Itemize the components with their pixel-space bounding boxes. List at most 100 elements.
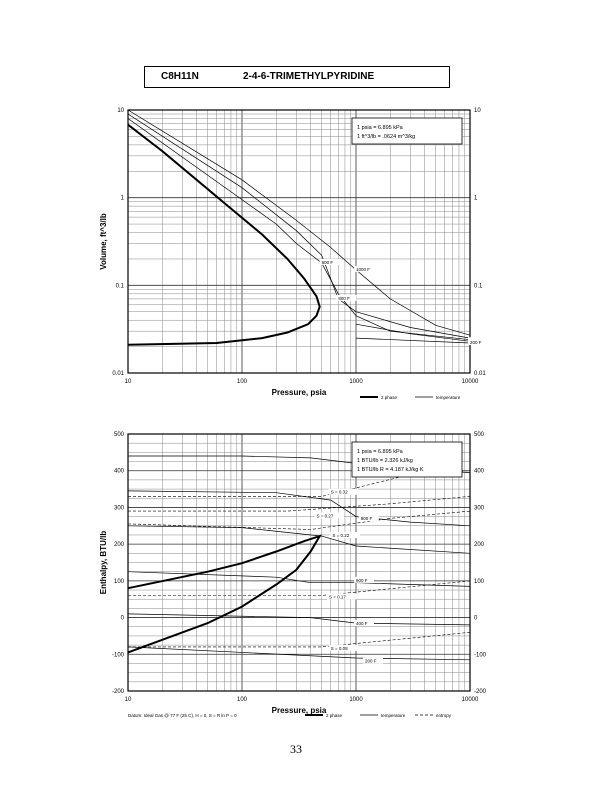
y-tick-label-right: 400: [474, 469, 485, 475]
line-label: S = 0.27: [316, 514, 333, 519]
title-box: C8H11N 2-4-6-TRIMETHYLPYRIDINE: [144, 66, 450, 88]
y-axis-title: Volume, ft^3/lb: [99, 213, 108, 270]
line-label-bg: [328, 644, 359, 651]
entropy-line: [127, 510, 471, 530]
line-label-bg: [336, 294, 357, 301]
conversion-text: 1 psia = 6.895 kPa: [357, 449, 404, 455]
isotherm-line: [127, 525, 471, 554]
y-tick-label-left: 400: [114, 469, 125, 475]
legend-label: 2 phase: [381, 395, 398, 400]
line-label-bg: [327, 593, 357, 600]
conversion-text: 1 BTU/lb = 2.326 kJ/kg: [357, 458, 413, 464]
line-label: 400 F: [356, 621, 368, 626]
isotherm-line: [127, 571, 471, 587]
line-label: 1000 F: [356, 267, 370, 272]
isotherm-line: [127, 118, 471, 341]
y-tick-label-left: 1: [121, 196, 125, 202]
plot-frame: [127, 433, 471, 692]
line-label: S = 0.22: [332, 533, 349, 538]
x-tick-label: 100: [237, 379, 248, 385]
x-tick-label: 10: [125, 379, 132, 385]
legend-label: entropy: [436, 713, 452, 718]
line-label-bg: [354, 576, 374, 583]
line-label-bg: [328, 488, 359, 495]
conversion-text: 1 BTU/lb R = 4.187 kJ/kg K: [357, 467, 424, 473]
y-tick-label-left: 10: [117, 108, 124, 114]
x-tick-label: 10000: [462, 697, 479, 703]
y-tick-label-right: 10: [474, 108, 481, 114]
entropy-line: [128, 470, 471, 497]
isotherm-line: [355, 323, 471, 342]
y-tick-label-right: 1: [474, 196, 478, 202]
line-label: S = 0.17: [329, 594, 346, 599]
line-label: S = 0.32: [331, 490, 348, 495]
y-tick-label-right: -200: [474, 689, 487, 695]
enthalpy-chart: 10 100 1000 10000 -200 -200 -100 -100 0 0 100 100 20…: [99, 432, 487, 718]
y-axis-title: Enthalpy, BTU/lb: [99, 531, 108, 595]
legend-label: 2 phase: [326, 713, 343, 718]
y-tick-label-right: 0: [474, 616, 478, 622]
line-label-bg: [354, 265, 378, 272]
y-tick-label-right: -100: [474, 652, 487, 658]
conversion-text: 1 psia = 6.895 kPa: [357, 125, 404, 131]
line-label: 600 F: [322, 260, 334, 265]
x-tick-label: 1000: [349, 379, 363, 385]
isotherm-line: [355, 337, 471, 344]
y-tick-label-left: 0.1: [116, 283, 125, 289]
y-tick-label-right: 500: [474, 432, 485, 438]
x-tick-label: 100: [237, 697, 248, 703]
y-tick-label-left: 200: [114, 542, 125, 548]
compound-name: 2-4-6-TRIMETHYLPYRIDINE: [243, 71, 375, 82]
y-tick-label-right: 300: [474, 505, 485, 511]
grid: [127, 110, 470, 374]
volume-chart: 10 100 1000 10000 0.01 0.01 0.1 0.1 1 1 10 10 Pressu…: [99, 108, 488, 400]
line-label: S = 0.08: [331, 646, 348, 651]
datum-note: Datum: Ideal Gas @ 77 F (25 C), H = 0, S…: [128, 713, 237, 718]
y-tick-label-left: -100: [112, 652, 125, 658]
y-tick-label-right: 0.1: [474, 283, 483, 289]
isotherm-line: [127, 113, 471, 339]
line-label: 600 F: [356, 578, 368, 583]
line-label-bg: [354, 620, 374, 627]
line-label-bg: [358, 515, 379, 522]
y-tick-label-left: -200: [112, 689, 125, 695]
compound-formula: C8H11N: [161, 71, 199, 82]
line-label: 200 F: [470, 340, 482, 345]
two-phase-envelope: [127, 123, 321, 346]
y-tick-label-right: 200: [474, 542, 485, 548]
legend-label: temperature: [381, 713, 406, 718]
legend-label: temperature: [436, 395, 461, 400]
line-label-bg: [314, 512, 345, 519]
line-label-bg: [363, 657, 384, 664]
line-label: 800 F: [338, 296, 350, 301]
y-tick-label-left: 0: [121, 616, 125, 622]
x-tick-label: 10: [125, 697, 132, 703]
y-tick-label-left: 300: [114, 505, 125, 511]
line-label: 200 F: [365, 659, 377, 664]
y-tick-label-right: 100: [474, 579, 485, 585]
conversion-box: [351, 441, 463, 478]
x-tick-label: 1000: [349, 697, 363, 703]
page-number: 33: [290, 742, 302, 756]
conversion-box: [351, 117, 463, 145]
conversion-text: 1 ft^3/lb = .0624 m^3/kg: [357, 134, 415, 140]
two-phase-envelope: [127, 534, 322, 654]
line-label-bg: [319, 258, 340, 265]
isotherm-line: [127, 613, 471, 626]
x-axis-title: Pressure, psia: [272, 706, 327, 715]
x-tick-label: 10000: [462, 379, 479, 385]
isotherm-line: [127, 646, 471, 661]
entropy-line: [128, 580, 471, 596]
y-tick-label-left: 500: [114, 432, 125, 438]
entropy-line: [128, 496, 471, 512]
plot-frame: [127, 109, 471, 374]
line-label-bg: [330, 532, 360, 539]
y-tick-label-left: 100: [114, 579, 125, 585]
line-label: 800 F: [361, 516, 373, 521]
isotherm-line: [127, 490, 471, 527]
line-label-bg: [468, 338, 488, 345]
y-tick-label-left: 0.01: [112, 371, 124, 377]
x-axis-title: Pressure, psia: [272, 388, 327, 397]
isotherm-line: [127, 109, 471, 336]
y-tick-label-right: 0.01: [474, 371, 486, 377]
